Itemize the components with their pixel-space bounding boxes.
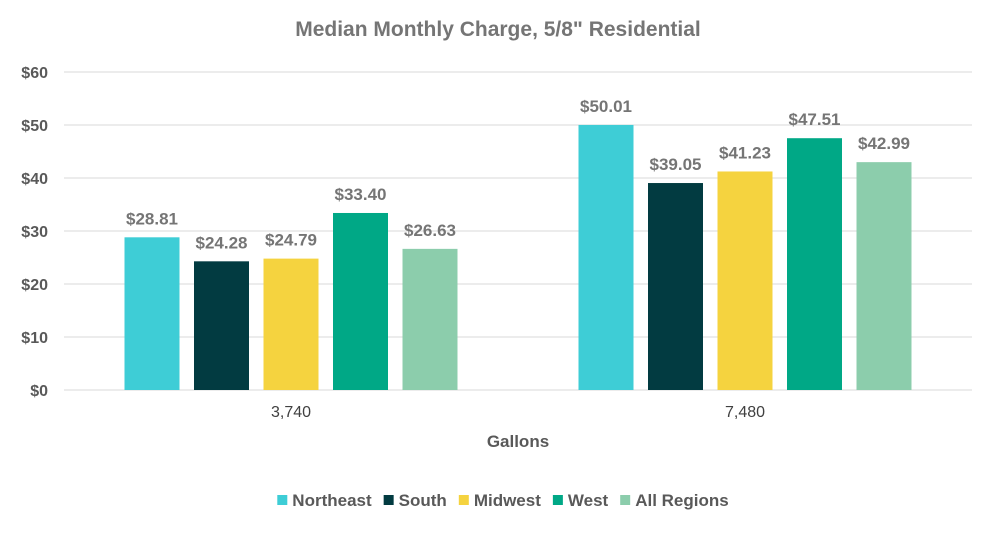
x-axis-label: Gallons xyxy=(487,432,549,451)
bar-midwest-1 xyxy=(717,171,773,390)
bar-south-1 xyxy=(648,183,703,390)
legend-label: South xyxy=(399,491,447,510)
legend: Northeast South Midwest West All Regions xyxy=(277,491,729,510)
legend-item-northeast: Northeast xyxy=(277,491,372,510)
y-tick-label: $10 xyxy=(21,330,48,347)
legend-swatch xyxy=(552,495,563,505)
legend-label: Northeast xyxy=(292,491,372,510)
data-label: $42.99 xyxy=(858,134,910,153)
data-label: $24.28 xyxy=(196,233,248,252)
legend-item-midwest: Midwest xyxy=(458,491,541,510)
y-tick-label: $50 xyxy=(21,118,48,135)
bar-all-regions-0 xyxy=(402,248,458,390)
x-axis-categories: 3,740 7,480 xyxy=(271,404,765,421)
legend-label: All Regions xyxy=(635,491,729,510)
y-axis-ticks: $0 $10 $20 $30 $40 $50 $60 xyxy=(21,65,48,400)
legend-label: West xyxy=(568,491,609,510)
data-labels: $28.81 $24.28 $24.79 $33.40 $26.63 $50.01 $39.… xyxy=(126,97,910,252)
y-tick-label: $40 xyxy=(21,171,48,188)
bar-west-1 xyxy=(787,138,842,390)
x-tick-label: 3,740 xyxy=(271,404,311,421)
x-tick-label: 7,480 xyxy=(725,404,765,421)
chart-title: Median Monthly Charge, 5/8" Residential xyxy=(295,18,701,41)
legend-item-west: West xyxy=(552,491,609,510)
legend-label: Midwest xyxy=(474,491,541,510)
data-label: $28.81 xyxy=(126,209,178,228)
data-label: $39.05 xyxy=(650,155,702,174)
legend-item-all-regions: All Regions xyxy=(620,491,729,510)
data-label: $41.23 xyxy=(719,143,771,162)
bar-midwest-0 xyxy=(263,258,319,390)
bar-northeast-0 xyxy=(124,237,180,390)
bar-west-0 xyxy=(333,212,388,390)
data-label: $26.63 xyxy=(404,221,456,240)
data-label: $50.01 xyxy=(580,97,632,116)
bar-all-regions-1 xyxy=(856,162,912,390)
legend-swatch xyxy=(620,495,631,505)
y-tick-label: $0 xyxy=(30,383,48,400)
data-label: $47.51 xyxy=(789,110,841,129)
legend-item-south: South xyxy=(383,491,447,510)
y-tick-label: $20 xyxy=(21,277,48,294)
legend-swatch xyxy=(383,495,394,505)
bars xyxy=(124,124,912,391)
legend-swatch xyxy=(458,495,469,505)
bar-northeast-1 xyxy=(578,124,634,391)
bar-south-0 xyxy=(194,261,249,390)
y-tick-label: $30 xyxy=(21,224,48,241)
y-tick-label: $60 xyxy=(21,65,48,82)
data-label: $33.40 xyxy=(335,185,387,204)
legend-swatch xyxy=(277,495,288,505)
data-label: $24.79 xyxy=(265,231,317,250)
